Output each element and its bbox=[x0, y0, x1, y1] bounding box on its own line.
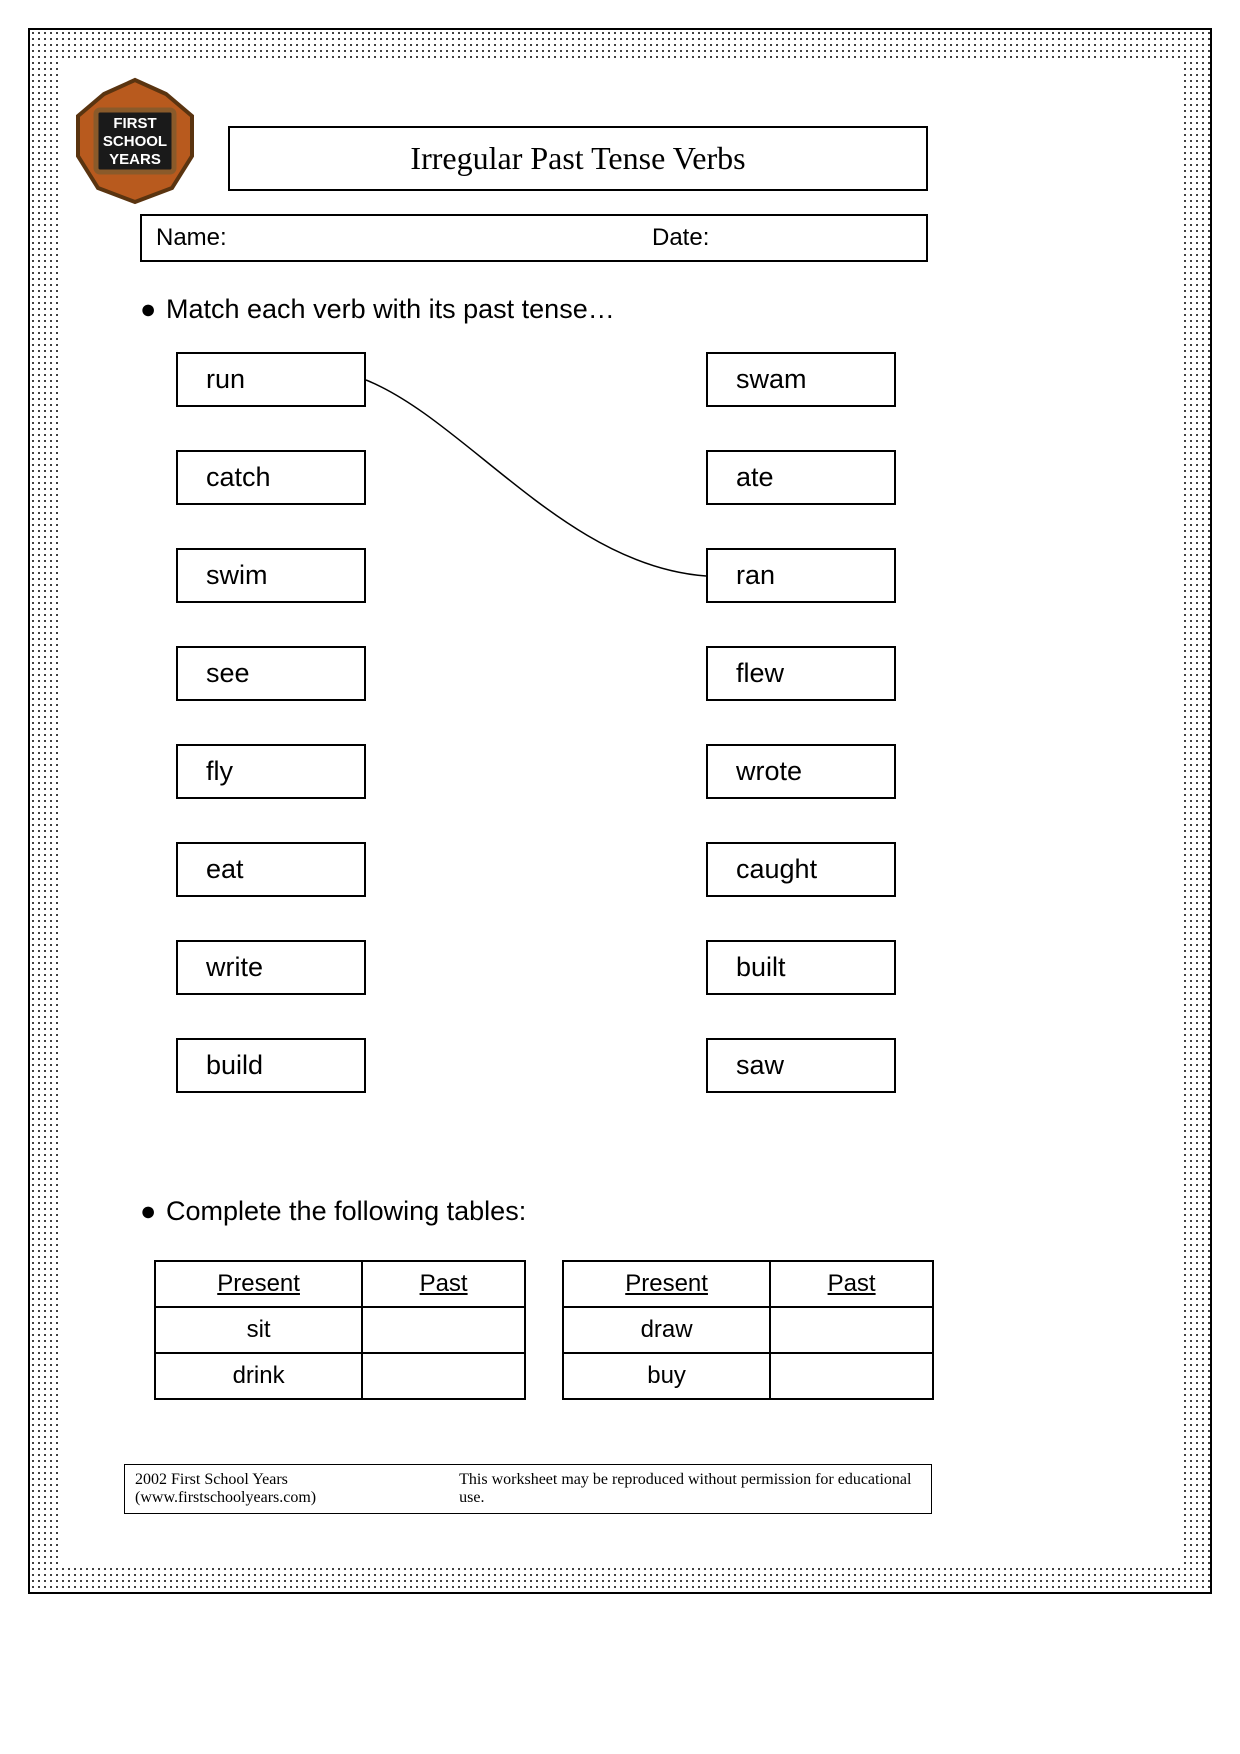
table-cell-blank[interactable] bbox=[362, 1307, 525, 1353]
name-label: Name: bbox=[156, 224, 652, 252]
logo-line-3: YEARS bbox=[109, 151, 161, 168]
present-verb-box[interactable]: swim bbox=[176, 548, 366, 603]
matching-exercise-area: run catch swim see fly eat write build swam ate ra… bbox=[176, 352, 926, 1172]
present-verb-box[interactable]: catch bbox=[176, 450, 366, 505]
verb-table-2: Present Past draw buy bbox=[562, 1260, 934, 1400]
inner-white-panel: FIRST SCHOOL YEARS Irregular Past Tense … bbox=[58, 58, 1182, 1564]
table-header-past: Past bbox=[362, 1261, 525, 1307]
past-verb-box[interactable]: saw bbox=[706, 1038, 896, 1093]
bullet-icon: ● bbox=[140, 294, 156, 325]
present-verb-box[interactable]: run bbox=[176, 352, 366, 407]
past-verb-box[interactable]: built bbox=[706, 940, 896, 995]
past-verb-box[interactable]: ran bbox=[706, 548, 896, 603]
table-cell-blank[interactable] bbox=[770, 1353, 933, 1399]
past-verb-box[interactable]: wrote bbox=[706, 744, 896, 799]
bullet-icon: ● bbox=[140, 1196, 156, 1227]
verb-table-1: Present Past sit drink bbox=[154, 1260, 526, 1400]
tables-container: Present Past sit drink Present Past bbox=[154, 1260, 934, 1400]
table-cell: draw bbox=[563, 1307, 770, 1353]
worksheet-title: Irregular Past Tense Verbs bbox=[228, 126, 928, 191]
past-verb-box[interactable]: swam bbox=[706, 352, 896, 407]
page-stipple-border: FIRST SCHOOL YEARS Irregular Past Tense … bbox=[28, 28, 1212, 1594]
footer-copyright: 2002 First School Years (www.firstschool… bbox=[135, 1471, 459, 1507]
first-school-years-logo: FIRST SCHOOL YEARS bbox=[70, 76, 200, 206]
footer-permission: This worksheet may be reproduced without… bbox=[459, 1471, 921, 1507]
name-date-row: Name: Date: bbox=[140, 214, 928, 262]
present-verb-box[interactable]: write bbox=[176, 940, 366, 995]
present-verb-box[interactable]: fly bbox=[176, 744, 366, 799]
table-header-past: Past bbox=[770, 1261, 933, 1307]
table-header-present: Present bbox=[155, 1261, 362, 1307]
table-cell: sit bbox=[155, 1307, 362, 1353]
instruction-tables: Complete the following tables: bbox=[166, 1196, 526, 1227]
footer-box: 2002 First School Years (www.firstschool… bbox=[124, 1464, 932, 1514]
present-verb-box[interactable]: eat bbox=[176, 842, 366, 897]
instruction-match: Match each verb with its past tense… bbox=[166, 294, 615, 325]
date-label: Date: bbox=[652, 224, 912, 252]
table-cell: buy bbox=[563, 1353, 770, 1399]
past-verb-box[interactable]: ate bbox=[706, 450, 896, 505]
present-verb-box[interactable]: build bbox=[176, 1038, 366, 1093]
table-cell-blank[interactable] bbox=[770, 1307, 933, 1353]
past-verb-box[interactable]: caught bbox=[706, 842, 896, 897]
present-verb-box[interactable]: see bbox=[176, 646, 366, 701]
table-header-present: Present bbox=[563, 1261, 770, 1307]
logo-line-1: FIRST bbox=[113, 115, 156, 132]
table-cell-blank[interactable] bbox=[362, 1353, 525, 1399]
logo-line-2: SCHOOL bbox=[103, 133, 167, 150]
table-cell: drink bbox=[155, 1353, 362, 1399]
past-verb-box[interactable]: flew bbox=[706, 646, 896, 701]
